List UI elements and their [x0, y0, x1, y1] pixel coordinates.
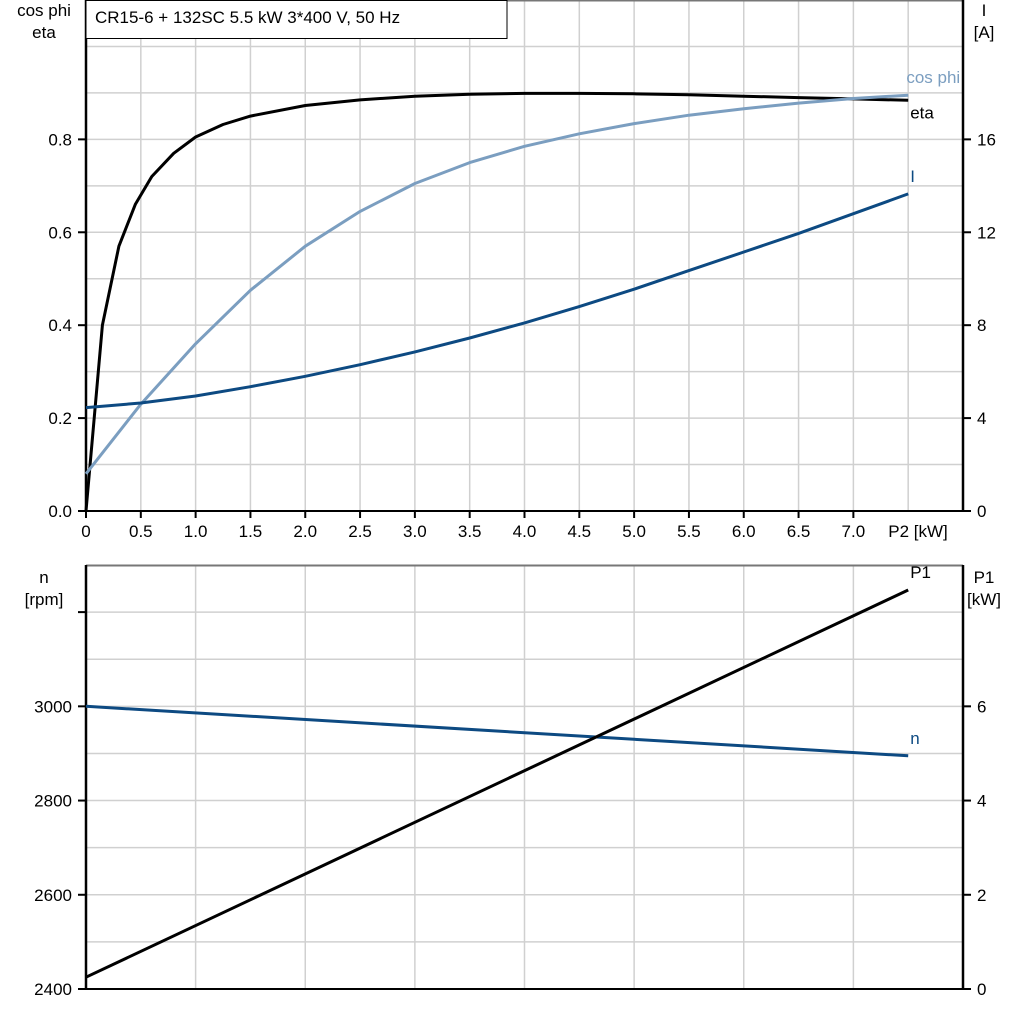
y-tick-label-left: 0.8	[48, 130, 72, 149]
x-tick-label: 4.5	[567, 522, 591, 541]
y-tick-label-left: 0.6	[48, 223, 72, 242]
series-label-i: I	[910, 167, 915, 186]
series-label-eta: eta	[910, 103, 934, 122]
y-axis-title-right: [A]	[974, 23, 995, 42]
series-line-eta	[84, 91, 909, 512]
y-tick-label-right: 16	[977, 130, 996, 149]
x-tick-label: 3.5	[458, 522, 482, 541]
title-box	[85, 0, 508, 39]
x-axis-title: P2 [kW]	[888, 522, 948, 541]
x-tick-label: 4.0	[513, 522, 537, 541]
y-tick-label-right: 8	[977, 316, 986, 335]
x-tick-label: 2.5	[348, 522, 372, 541]
x-tick-label: 3.0	[403, 522, 427, 541]
series-label-cos-phi: cos phi	[906, 68, 960, 87]
y-axis-title-right: [kW]	[967, 590, 1001, 609]
y-tick-label-left: 0.4	[48, 316, 72, 335]
y-tick-label-left: 0.0	[48, 502, 72, 521]
y-axis-title-left: eta	[32, 23, 56, 42]
y-tick-label-right: 0	[977, 502, 986, 521]
x-tick-label: 1.5	[239, 522, 263, 541]
y-tick-label-left: 3000	[34, 697, 72, 716]
series-label-p1: P1	[910, 563, 931, 582]
series-label-n: n	[910, 729, 919, 748]
y-tick-label-right: 4	[977, 409, 986, 428]
x-tick-label: 6.5	[787, 522, 811, 541]
x-tick-label: 1.0	[184, 522, 208, 541]
x-tick-label: 7.0	[842, 522, 866, 541]
y-tick-label-left: 2800	[34, 792, 72, 811]
y-tick-label-right: 0	[977, 980, 986, 999]
y-axis-title-right: I	[982, 1, 987, 20]
y-axis-title-right: P1	[974, 568, 995, 587]
y-axis-title-left: cos phi	[17, 1, 71, 20]
series-line-i	[85, 192, 909, 410]
series-line-p1	[85, 588, 909, 979]
x-tick-label: 0	[81, 522, 90, 541]
y-tick-label-right: 6	[977, 697, 986, 716]
series-line-cos-phi	[84, 93, 909, 475]
x-tick-label: 5.0	[622, 522, 646, 541]
y-tick-label-left: 2600	[34, 886, 72, 905]
x-tick-label: 2.0	[293, 522, 317, 541]
series-line-n	[85, 704, 909, 758]
y-tick-label-right: 12	[977, 223, 996, 242]
x-tick-label: 0.5	[129, 522, 153, 541]
x-tick-label: 6.0	[732, 522, 756, 541]
x-tick-label: 5.5	[677, 522, 701, 541]
y-axis-title-left: n	[39, 568, 48, 587]
y-tick-label-left: 2400	[34, 980, 72, 999]
y-tick-label-left: 0.2	[48, 409, 72, 428]
y-tick-label-right: 4	[977, 792, 986, 811]
y-tick-label-right: 2	[977, 886, 986, 905]
chart-title: CR15-6 + 132SC 5.5 kW 3*400 V, 50 Hz	[95, 8, 400, 27]
y-axis-title-left: [rpm]	[25, 590, 64, 609]
